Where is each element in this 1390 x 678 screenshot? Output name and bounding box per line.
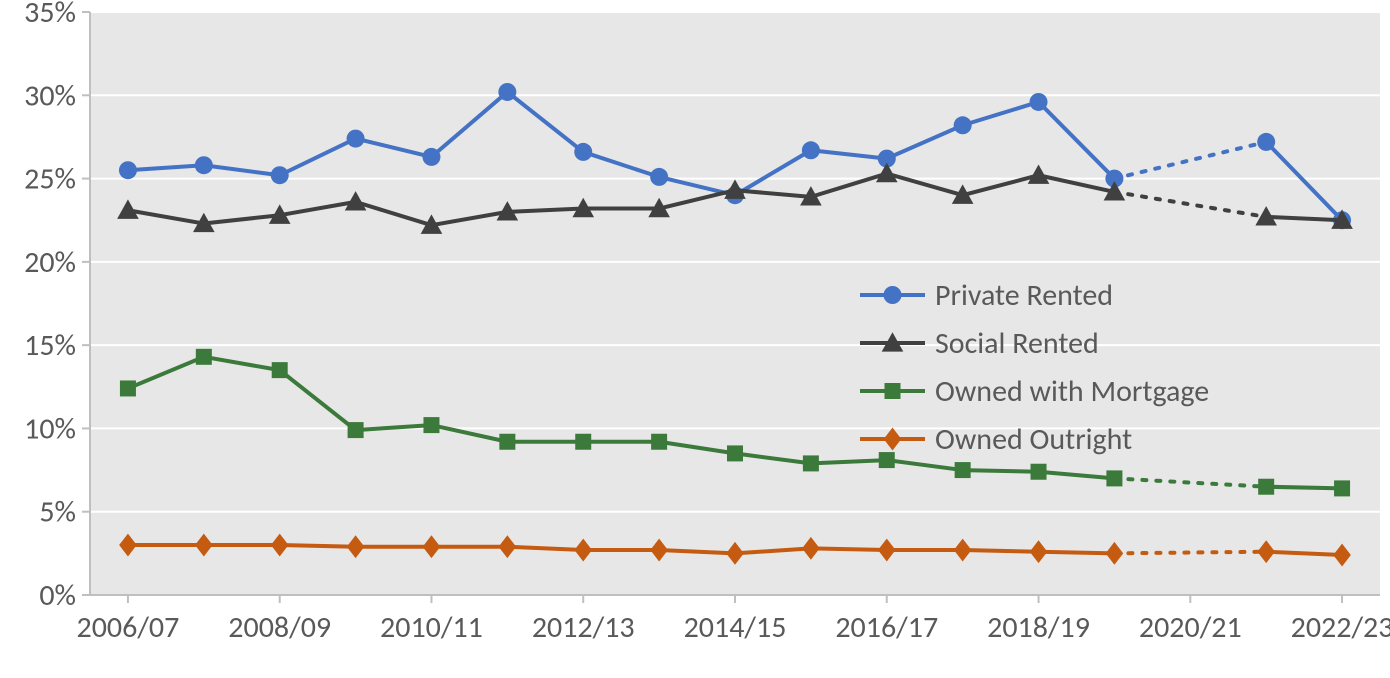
data-marker (955, 462, 971, 478)
data-marker (1030, 93, 1048, 111)
y-axis-label: 0% (39, 577, 76, 614)
legend-label: Private Rented (935, 277, 1113, 314)
y-axis-label: 25% (24, 161, 76, 198)
chart-svg: 0% 5% 10% 15% 20% 25% 30% 35% 2006/07 2008/09 2010… (0, 0, 1390, 678)
data-marker (1334, 480, 1350, 496)
series-line-segment (1039, 552, 1115, 554)
y-axis-label: 10% (24, 410, 76, 447)
legend-label: Owned Outright (935, 421, 1132, 458)
y-axis-label: 30% (24, 77, 76, 114)
x-axis-label: 2020/21 (1139, 609, 1242, 646)
x-axis-label: 2014/15 (684, 609, 787, 646)
plot-area (90, 12, 1380, 595)
data-marker (879, 452, 895, 468)
data-marker (803, 455, 819, 471)
data-marker (1031, 464, 1047, 480)
y-axis-label: 5% (39, 494, 76, 531)
data-marker (196, 349, 212, 365)
data-marker (727, 445, 743, 461)
data-marker (120, 380, 136, 396)
series-line-segment (280, 545, 356, 547)
data-marker (422, 148, 440, 166)
line-chart: 0% 5% 10% 15% 20% 25% 30% 35% 2006/07 2008/09 2010… (0, 0, 1390, 678)
data-marker (499, 434, 515, 450)
legend-label: Social Rented (935, 325, 1099, 362)
x-axis-label: 2016/17 (835, 609, 938, 646)
data-marker (651, 434, 667, 450)
series-line-segment (811, 548, 887, 550)
data-marker (1106, 470, 1122, 486)
legend-label: Owned with Mortgage (935, 373, 1209, 410)
data-marker (802, 141, 820, 159)
data-marker (272, 362, 288, 378)
data-marker (884, 286, 902, 304)
series-line-segment (963, 550, 1039, 552)
x-axis-label: 2018/19 (987, 609, 1090, 646)
data-marker (1257, 133, 1275, 151)
data-marker (498, 83, 516, 101)
x-axis-label: 2008/09 (228, 609, 331, 646)
x-axis-label: 2012/13 (532, 609, 635, 646)
series-line-segment (1266, 487, 1342, 489)
data-marker (1258, 479, 1274, 495)
data-marker (348, 422, 364, 438)
x-axis-label: 2006/07 (77, 609, 180, 646)
x-axis-label: 2010/11 (380, 609, 483, 646)
data-marker (954, 116, 972, 134)
y-axis-label: 15% (24, 327, 76, 364)
data-marker (650, 168, 668, 186)
data-marker (574, 143, 592, 161)
data-marker (347, 130, 365, 148)
series-line-segment (963, 470, 1039, 472)
data-marker (885, 383, 901, 399)
data-marker (423, 417, 439, 433)
x-axis-label: 2022/23 (1291, 609, 1390, 646)
data-marker (195, 156, 213, 174)
y-axis-label: 35% (24, 0, 76, 31)
data-marker (119, 161, 137, 179)
y-axis-label: 20% (24, 244, 76, 281)
data-marker (271, 166, 289, 184)
data-marker (575, 434, 591, 450)
